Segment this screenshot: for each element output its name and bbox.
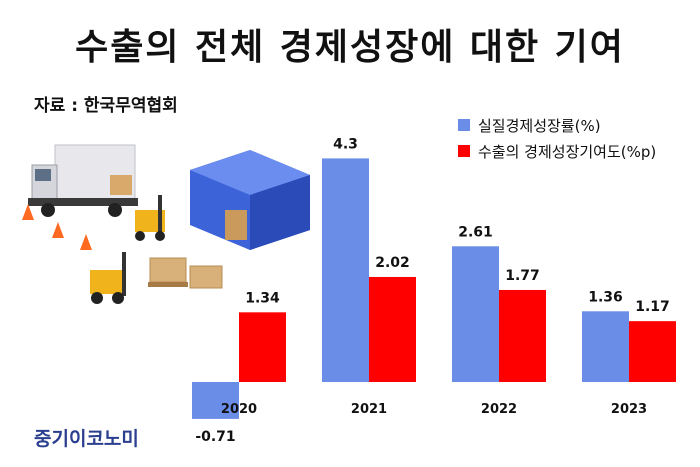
value-label-export-2022: 1.77 [505, 268, 540, 284]
legend-item-growth: 실질경제성장률(%) [458, 112, 656, 138]
value-label-growth-2022: 2.61 [458, 224, 493, 240]
chart-title: 수출의 전체 경제성장에 대한 기여 [75, 27, 625, 68]
brand-logo: 중기이코노미 [34, 428, 139, 450]
bar-growth-2022 [452, 246, 499, 382]
traffic-cone-icon [22, 204, 92, 250]
legend-swatch-growth [458, 119, 470, 131]
chart-legend: 실질경제성장률(%) 수출의 경제성장기여도(%p) [458, 112, 656, 164]
bar-growth-2023 [582, 311, 629, 382]
truck-icon [28, 144, 138, 217]
category-label-2023: 2023 [611, 402, 647, 417]
forklift-with-boxes-icon [90, 252, 223, 304]
legend-item-export: 수출의 경제성장기여도(%p) [458, 138, 656, 164]
value-label-export-2023: 1.17 [635, 299, 670, 315]
value-label-export-2020: 1.34 [245, 290, 280, 306]
shipping-container-icon [190, 150, 310, 250]
bar-growth-2021 [322, 158, 369, 382]
bar-growth-2020 [192, 382, 239, 419]
bar-export-2021 [369, 276, 416, 382]
legend-label-growth: 실질경제성장률(%) [478, 116, 601, 135]
value-label-growth-2023: 1.36 [588, 289, 623, 305]
legend-swatch-export [458, 145, 470, 157]
source-note: 자료 : 한국무역협회 [34, 96, 178, 116]
category-label-2021: 2021 [351, 402, 387, 417]
bar-export-2023 [629, 321, 676, 382]
value-label-export-2021: 2.02 [375, 255, 410, 271]
bar-export-2020 [239, 312, 286, 382]
category-label-2020: 2020 [221, 402, 257, 417]
forklift-icon [135, 195, 165, 241]
category-label-2022: 2022 [481, 402, 517, 417]
legend-label-export: 수출의 경제성장기여도(%p) [478, 142, 657, 161]
logistics-illustration [22, 144, 310, 304]
value-label-growth-2020: -0.71 [195, 429, 235, 445]
value-label-growth-2021: 4.3 [333, 136, 358, 152]
bar-export-2022 [499, 289, 546, 382]
